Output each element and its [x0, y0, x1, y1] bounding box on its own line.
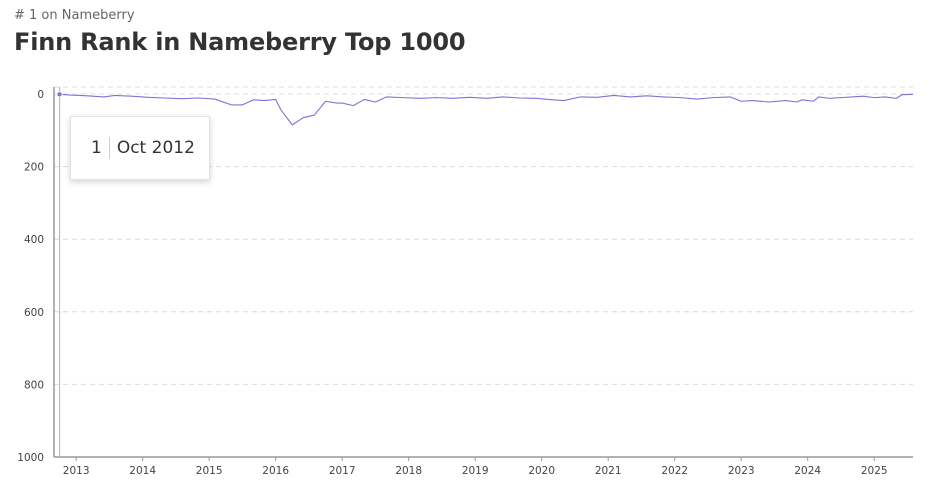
series-line-0[interactable]	[59, 93, 914, 126]
hover-tooltip: 1 Oct 2012	[70, 116, 210, 180]
y-tick-label-0: 0	[37, 89, 44, 101]
x-tick-label-2025: 2025	[861, 465, 888, 477]
tooltip-date: Oct 2012	[116, 138, 195, 158]
x-tick-label-2018: 2018	[395, 465, 422, 477]
x-tick-label-2024: 2024	[794, 465, 821, 477]
tooltip-separator	[108, 137, 110, 159]
x-tick-label-2017: 2017	[329, 465, 356, 477]
x-tick-label-2020: 2020	[528, 465, 555, 477]
x-tick-label-2019: 2019	[462, 465, 489, 477]
x-tick-label-2022: 2022	[661, 465, 688, 477]
x-tick-label-2021: 2021	[595, 465, 622, 477]
tooltip-rank: 1	[91, 138, 102, 158]
x-tick-label-2014: 2014	[129, 465, 156, 477]
x-tick-label-2013: 2013	[63, 465, 90, 477]
x-tick-label-2015: 2015	[196, 465, 223, 477]
y-tick-label-200: 200	[24, 162, 44, 174]
chart-title: Finn Rank in Nameberry Top 1000	[14, 28, 466, 56]
y-tick-label-400: 400	[24, 234, 44, 246]
y-tick-label-600: 600	[24, 307, 44, 319]
hover-point-marker	[56, 91, 63, 98]
y-tick-label-1000: 1000	[17, 452, 44, 464]
x-tick-label-2016: 2016	[262, 465, 289, 477]
x-tick-label-2023: 2023	[728, 465, 755, 477]
y-tick-label-800: 800	[24, 379, 44, 391]
chart-subtitle: # 1 on Nameberry	[14, 8, 135, 23]
